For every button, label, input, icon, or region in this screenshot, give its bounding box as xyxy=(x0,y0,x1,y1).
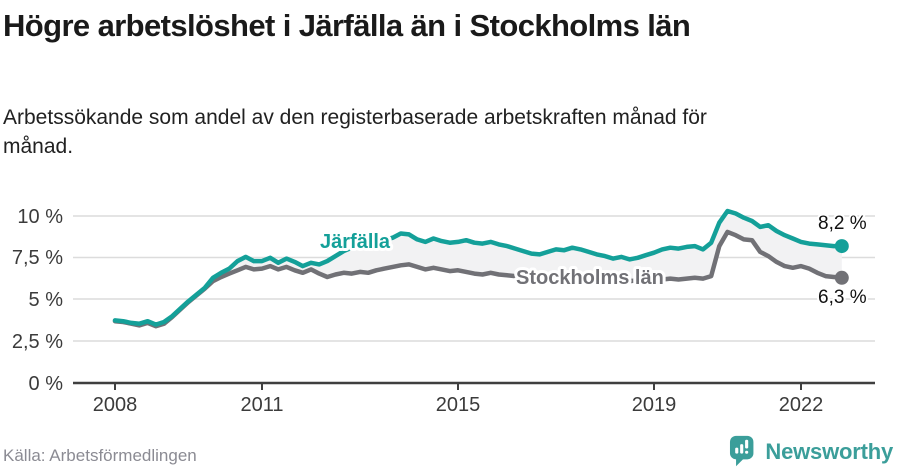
stockholm-line xyxy=(112,229,845,329)
x-tick-label: 2022 xyxy=(779,394,824,416)
jarfalla-line xyxy=(112,208,845,327)
source-note: Källa: Arbetsförmedlingen xyxy=(3,446,197,465)
x-tick-label: 2015 xyxy=(436,394,481,416)
y-tick-label: 0 % xyxy=(29,373,64,395)
y-tick-label: 5 % xyxy=(29,289,64,311)
stockholm-end-value-label: 6,3 % xyxy=(818,287,867,308)
jarfalla-end-dot xyxy=(834,239,849,254)
y-tick-label: 7,5 % xyxy=(12,247,63,269)
x-tick-label: 2011 xyxy=(240,394,283,416)
x-axis xyxy=(73,381,875,390)
y-tick-labels: 10 % 7,5 % 5 % 2,5 % 0 % xyxy=(12,206,63,395)
x-tick-labels: 2008 2011 2015 2019 2022 xyxy=(93,394,824,416)
chart-title: Högre arbetslöshet i Järfälla än i Stock… xyxy=(3,8,691,43)
stockholm-end-dot xyxy=(834,270,849,285)
footer: Källa: Arbetsförmedlingen Newsworthy xyxy=(0,430,900,474)
x-tick-label: 2019 xyxy=(632,394,677,416)
bar-chart-speech-bubble-icon xyxy=(730,435,754,467)
chart-subtitle: Arbetssökande som andel av den registerb… xyxy=(3,106,707,158)
brand-name: Newsworthy xyxy=(765,438,893,464)
newsworthy-logo: Newsworthy xyxy=(729,435,893,468)
between-series-fill xyxy=(115,211,842,327)
y-tick-label: 2,5 % xyxy=(12,331,63,353)
jarfalla-series-label: Järfälla xyxy=(320,231,391,253)
stockholm-series-label: Stockholms län xyxy=(516,267,664,289)
jarfalla-end-value-label: 8,2 % xyxy=(818,213,867,234)
x-tick-label: 2008 xyxy=(93,394,138,416)
line-chart: 10 % 7,5 % 5 % 2,5 % 0 % 2008 2011 2015 … xyxy=(12,206,875,416)
y-tick-label: 10 % xyxy=(17,206,63,228)
